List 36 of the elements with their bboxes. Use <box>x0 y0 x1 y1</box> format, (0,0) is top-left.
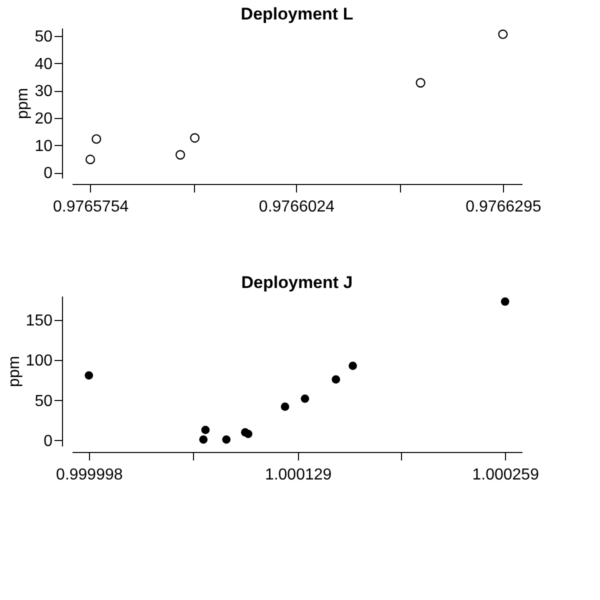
x-tick-label: 1.000259 <box>472 466 540 484</box>
point <box>498 30 508 40</box>
point <box>500 297 510 306</box>
point <box>332 375 340 384</box>
point <box>222 435 231 444</box>
y-axis-title: ppm <box>14 88 32 120</box>
point <box>300 394 310 403</box>
point <box>244 430 252 438</box>
point <box>92 134 102 144</box>
y-tick-label: 10 <box>34 138 53 155</box>
point <box>190 133 200 143</box>
x-tick-label: 0.9766295 <box>466 198 542 216</box>
point <box>84 371 94 380</box>
x-tick-label: 0.9765754 <box>52 198 129 216</box>
y-tick-label: 30 <box>34 83 53 100</box>
point <box>86 154 96 164</box>
y-axis-title: ppm <box>6 356 23 388</box>
y-tick-label: 100 <box>26 352 53 370</box>
y-tick-label: 50 <box>34 392 53 410</box>
point <box>416 78 426 88</box>
point <box>201 426 210 434</box>
chart-title: Deployment J <box>241 273 353 292</box>
y-tick-label: 50 <box>34 28 53 46</box>
point <box>348 362 357 370</box>
y-tick-label: 20 <box>34 110 53 128</box>
point <box>280 402 290 411</box>
x-tick-label: 0.999998 <box>56 466 123 484</box>
point <box>176 150 186 160</box>
y-tick-label: 150 <box>26 312 53 330</box>
y-tick-label: 0 <box>44 432 53 450</box>
y-tick-label: 0 <box>44 165 53 182</box>
y-tick-label: 40 <box>34 56 53 73</box>
x-tick-label: 1.000129 <box>264 466 332 484</box>
x-tick-label: 0.9766024 <box>258 198 335 216</box>
chart-title: Deployment L <box>240 4 354 24</box>
point <box>199 435 208 444</box>
